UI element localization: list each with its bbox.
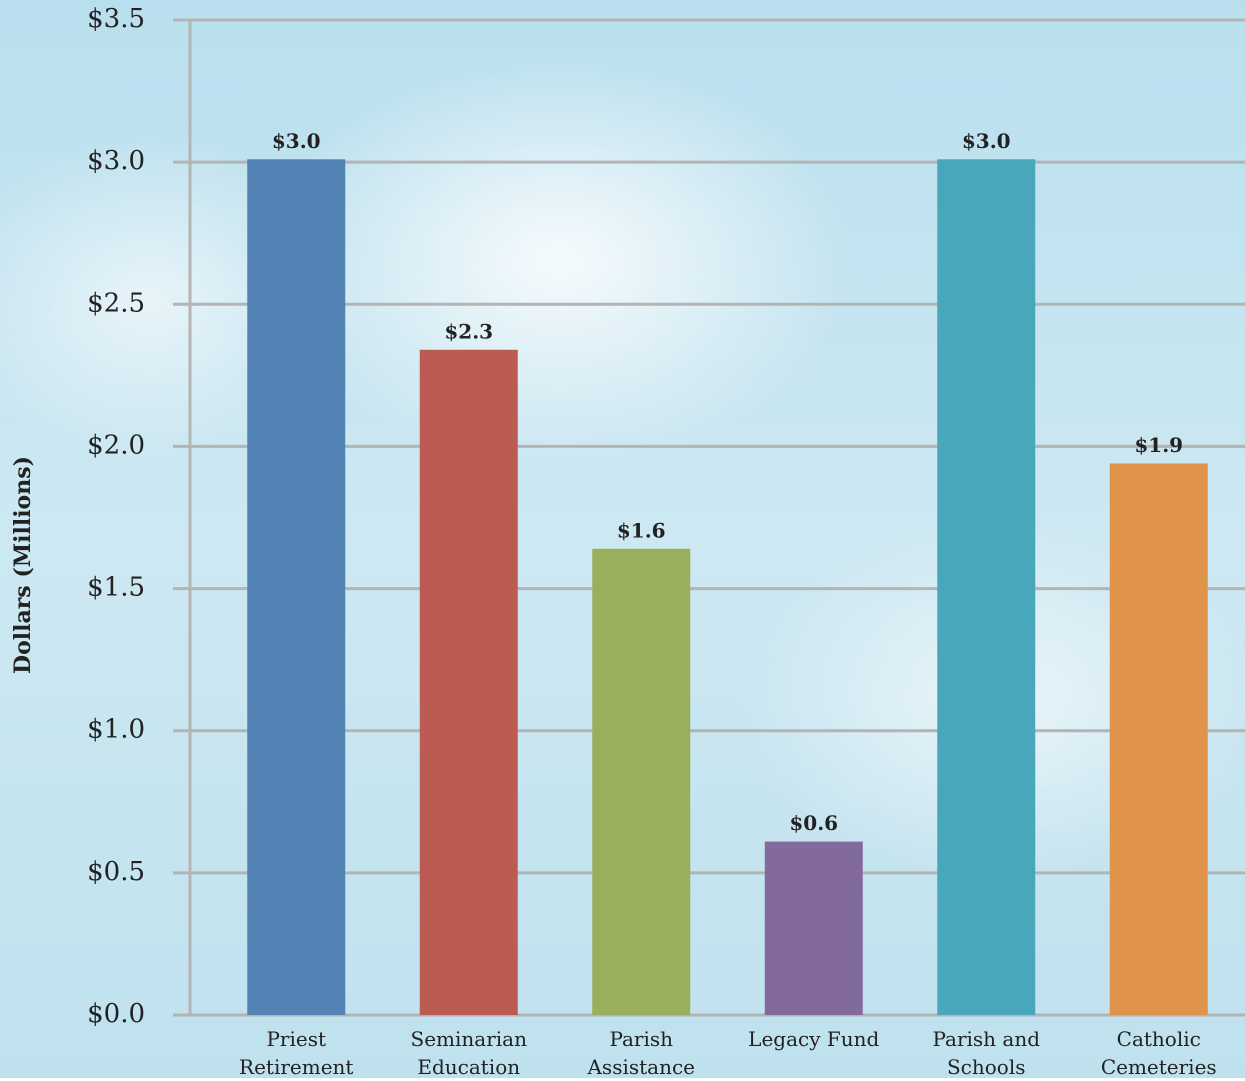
x-tick-label: Parish Assistance — [587, 1027, 695, 1079]
bar — [419, 349, 518, 1015]
bar — [937, 159, 1036, 1016]
value-label: $2.3 — [444, 319, 493, 343]
bar — [592, 548, 691, 1015]
bar — [764, 841, 863, 1015]
y-tick-label: $2.5 — [87, 288, 145, 318]
value-label: $3.0 — [962, 129, 1011, 153]
y-tick-label: $2.0 — [87, 430, 145, 460]
x-tick-label: Seminarian Education — [410, 1027, 527, 1079]
x-tick-label: Legacy Fund — [748, 1027, 880, 1051]
bar — [1109, 463, 1208, 1015]
y-axis-title: Dollars (Millions) — [10, 456, 36, 674]
x-tick-label: Parish and Schools — [932, 1027, 1041, 1079]
bar — [247, 159, 346, 1016]
y-tick-label: $3.5 — [87, 4, 145, 34]
y-tick-label: $1.5 — [87, 573, 145, 603]
value-label: $1.6 — [617, 518, 666, 542]
x-tick-label: Catholic Cemeteries — [1100, 1027, 1217, 1079]
y-tick-label: $0.5 — [87, 857, 145, 887]
value-label: $0.6 — [789, 811, 838, 835]
value-label: $1.9 — [1134, 433, 1183, 457]
y-tick-label: $1.0 — [87, 715, 145, 745]
value-label: $3.0 — [272, 129, 321, 153]
x-tick-label: Priest Retirement — [239, 1027, 354, 1079]
y-tick-label: $0.0 — [87, 999, 145, 1029]
y-tick-label: $3.0 — [87, 146, 145, 176]
